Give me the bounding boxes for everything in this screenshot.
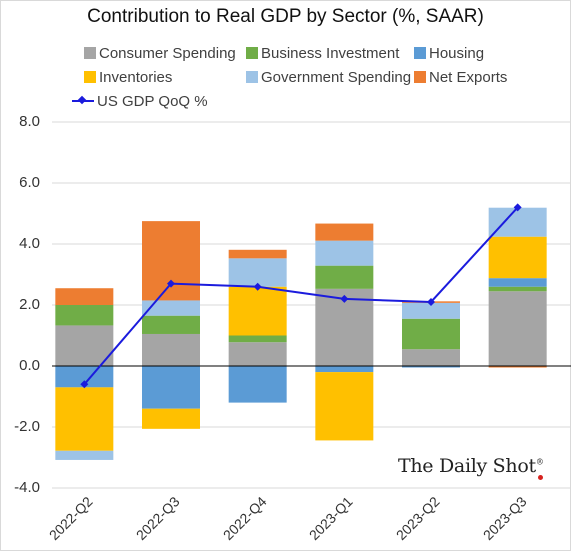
bar-business-investment-2023-Q1 [315,265,374,289]
bar-business-investment-2022-Q2 [55,305,114,326]
y-tick-label: -2.0 [14,418,40,435]
watermark-dot [538,475,543,480]
bar-inventories-2022-Q4 [228,286,287,336]
bar-consumer-spending-2022-Q2 [55,325,114,366]
line-us-gdp [83,206,519,385]
bar-government-spending-2023-Q1 [315,240,374,266]
marker-us-gdp-2022-Q2 [80,380,89,389]
watermark-text: The Daily Shot [398,455,536,477]
bar-consumer-spending-2023-Q2 [402,349,460,366]
bar-business-investment-2023-Q3 [488,286,547,292]
bar-inventories-2022-Q2 [55,387,114,451]
chart-title: Contribution to Real GDP by Sector (%, S… [87,6,484,27]
marker-us-gdp-2023-Q3 [513,203,522,212]
legend-label-government-spending: Government Spending [261,69,412,86]
y-tick-label: 0.0 [19,357,40,374]
bar-housing-2023-Q1 [315,366,374,373]
bar-business-investment-2022-Q3 [142,315,200,334]
bar-government-spending-2022-Q4 [228,258,287,287]
bar-government-spending-2022-Q3 [142,300,200,316]
bar-housing-2022-Q2 [55,366,114,388]
legend-item-consumer-spending: Consumer Spending [84,45,236,63]
y-tick-label: -4.0 [14,479,40,496]
bar-housing-2023-Q2 [402,366,460,368]
bar-housing-2022-Q4 [228,366,287,403]
watermark-logo: The Daily Shot® [398,455,544,477]
legend-swatch-inventories [84,71,96,83]
bar-consumer-spending-2022-Q4 [228,342,287,366]
y-tick-label: 8.0 [19,113,40,130]
legend-swatch-government-spending [246,71,258,83]
y-tick-label: 4.0 [19,235,40,252]
legend-label-housing: Housing [429,45,485,62]
bar-consumer-spending-2023-Q3 [488,291,547,366]
bar-net-exports-2023-Q1 [315,223,374,241]
legend-item-us-gdp: US GDP QoQ % [72,93,208,111]
marker-us-gdp-2023-Q1 [340,294,349,303]
legend-label-us-gdp: US GDP QoQ % [97,93,208,110]
bar-housing-2022-Q3 [142,366,200,409]
legend-swatch-business-investment [246,47,258,59]
legend-item-government-spending: Government Spending [246,69,411,87]
bar-net-exports-2023-Q3 [488,366,547,368]
y-tick-label: 6.0 [19,174,40,191]
marker-us-gdp-2022-Q3 [167,279,175,288]
legend-label-consumer-spending: Consumer Spending [99,45,236,62]
legend-label-business-investment: Business Investment [261,45,400,62]
bar-inventories-2022-Q3 [142,408,200,429]
marker-us-gdp-2023-Q2 [427,297,435,306]
bar-government-spending-2023-Q3 [488,207,547,237]
legend-label-inventories: Inventories [99,69,173,86]
bar-business-investment-2022-Q4 [228,335,287,343]
legend-swatch-housing [414,47,426,59]
y-tick-label: 2.0 [19,296,40,313]
legend-label-net-exports: Net Exports [429,69,508,86]
bar-housing-2023-Q3 [488,278,547,287]
legend-swatch-us-gdp [72,95,94,107]
marker-us-gdp-2022-Q4 [253,282,262,291]
legend-item-net-exports: Net Exports [414,69,507,87]
bar-inventories-2023-Q3 [488,236,547,279]
bar-government-spending-2023-Q2 [402,302,460,319]
watermark-registered: ® [535,457,544,467]
legend-item-business-investment: Business Investment [246,45,399,63]
bar-net-exports-2022-Q4 [228,249,287,259]
legend-swatch-net-exports [414,71,426,83]
legend-item-housing: Housing [414,45,484,63]
bar-consumer-spending-2022-Q3 [142,333,200,366]
legend-swatch-consumer-spending [84,47,96,59]
bar-business-investment-2023-Q2 [402,318,460,350]
bar-net-exports-2022-Q2 [55,288,114,305]
legend-item-inventories: Inventories [84,69,172,87]
bar-net-exports-2022-Q3 [142,221,200,301]
bar-inventories-2023-Q1 [315,372,374,441]
bar-government-spending-2022-Q2 [55,450,114,460]
